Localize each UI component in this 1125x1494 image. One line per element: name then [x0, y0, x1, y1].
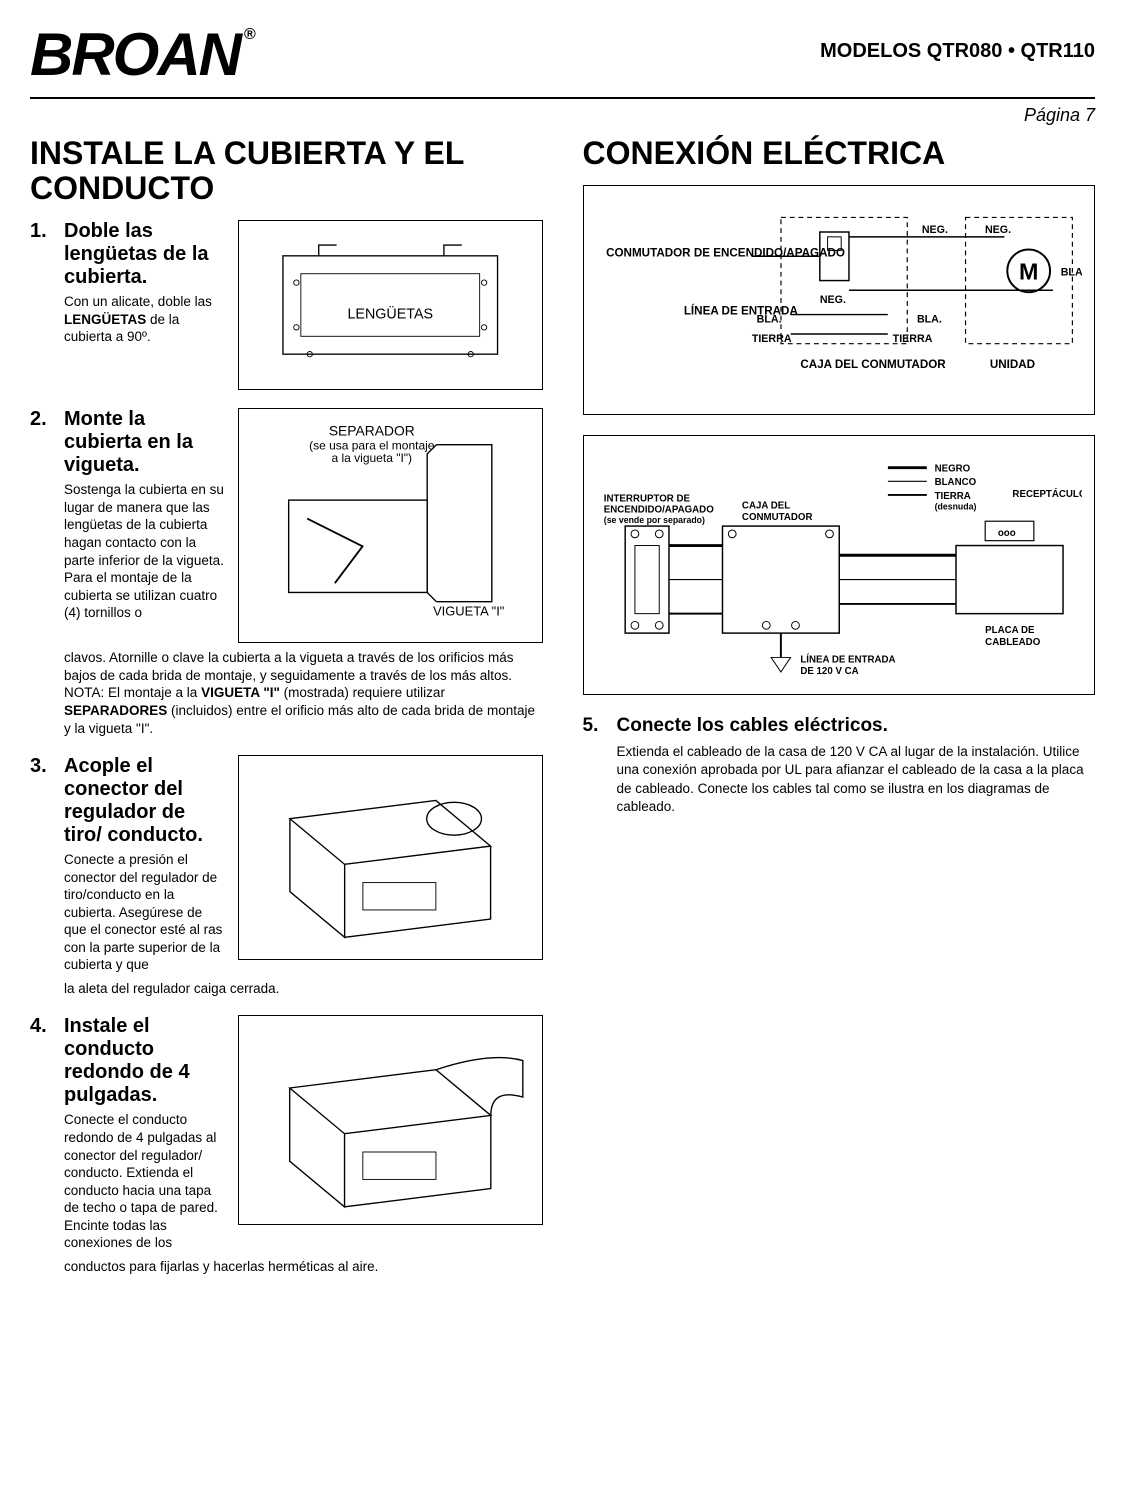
step-4: 4. Instale el conducto redondo de 4 pulg…: [30, 1015, 543, 1275]
wiring-svg-1: M CONMUTADOR DE ENCENDIDO/APAGADO NEG. N…: [596, 198, 1083, 402]
svg-text:CONMUTADOR: CONMUTADOR: [741, 512, 812, 523]
wiring-diagram-1: M CONMUTADOR DE ENCENDIDO/APAGADO NEG. N…: [583, 185, 1096, 415]
step-title: Conecte los cables eléctricos.: [617, 715, 1096, 737]
svg-text:LÍNEA DE ENTRADA: LÍNEA DE ENTRADA: [683, 305, 798, 318]
models-label: MODELOS QTR080 • QTR110: [820, 40, 1095, 63]
tabs-label: LENGÜETAS: [347, 305, 433, 323]
right-section-title: CONEXIÓN ELÉCTRICA: [583, 136, 1096, 171]
step-number: 5.: [583, 715, 605, 816]
step-text: Sostenga la cubierta en su lugar de mane…: [64, 481, 224, 621]
svg-text:TIERRA: TIERRA: [751, 333, 791, 345]
svg-text:CAJA DEL CONMUTADOR: CAJA DEL CONMUTADOR: [800, 358, 946, 371]
svg-text:NEG.: NEG.: [819, 294, 845, 306]
svg-text:DE 120 V CA: DE 120 V CA: [800, 666, 858, 677]
trademark-symbol: ®: [244, 26, 254, 44]
step-number: 1.: [30, 220, 52, 390]
step-title: Doble las lengüetas de la cubierta.: [64, 220, 224, 289]
step-number: 4.: [30, 1015, 52, 1275]
svg-text:NEG.: NEG.: [921, 224, 947, 236]
housing-tabs-diagram: LENGÜETAS: [247, 229, 534, 381]
svg-text:LÍNEA DE ENTRADA: LÍNEA DE ENTRADA: [800, 654, 895, 665]
joist-mount-diagram: SEPARADOR (se usa para el montaje a la v…: [247, 417, 534, 634]
figure-step1: LENGÜETAS: [238, 220, 543, 390]
svg-text:VIGUETA "I": VIGUETA "I": [433, 604, 505, 619]
step-number: 2.: [30, 408, 52, 737]
two-column-layout: INSTALE LA CUBIERTA Y EL CONDUCTO 1. Dob…: [30, 136, 1095, 1293]
wiring-svg-2: ooo NEGRO BLANCO TIERRA (desnuda): [596, 448, 1083, 682]
step-body: Acople el conector del regulador de tiro…: [64, 755, 543, 997]
brand-text: BROAN: [30, 20, 240, 89]
svg-text:SEPARADOR: SEPARADOR: [329, 423, 415, 439]
svg-text:UNIDAD: UNIDAD: [989, 358, 1034, 371]
svg-text:(desnuda): (desnuda): [934, 502, 976, 512]
damper-connector-diagram: [247, 764, 534, 951]
page-number: Página 7: [30, 105, 1095, 126]
svg-text:NEG.: NEG.: [984, 224, 1010, 236]
svg-text:a la vigueta "I"): a la vigueta "I"): [332, 452, 413, 466]
step-body: Conecte los cables eléctricos. Extienda …: [617, 715, 1096, 816]
step-body: Doble las lengüetas de la cubierta. Con …: [64, 220, 543, 390]
svg-text:ooo: ooo: [997, 528, 1015, 539]
step-text: Extienda el cableado de la casa de 120 V…: [617, 743, 1096, 816]
step-body: Monte la cubierta en la vigueta. Sosteng…: [64, 408, 543, 737]
step-3: 3. Acople el conector del regulador de t…: [30, 755, 543, 997]
page-header: BROAN ® MODELOS QTR080 • QTR110: [30, 20, 1095, 99]
step-2: 2. Monte la cubierta en la vigueta. Sost…: [30, 408, 543, 737]
step3-continuation: la aleta del regulador caiga cerrada.: [64, 980, 543, 998]
step-title: Acople el conector del regulador de tiro…: [64, 755, 224, 847]
svg-text:M: M: [1018, 259, 1037, 285]
step-text: Con un alicate, doble las LENGÜETAS de l…: [64, 293, 224, 346]
step-body: Instale el conducto redondo de 4 pulgada…: [64, 1015, 543, 1275]
brand-logo: BROAN ®: [30, 20, 254, 89]
step2-continuation: clavos. Atornille o clave la cubierta a …: [64, 649, 543, 737]
svg-text:TIERRA: TIERRA: [934, 491, 970, 502]
step-1: 1. Doble las lengüetas de la cubierta. C…: [30, 220, 543, 390]
svg-text:CABLEADO: CABLEADO: [985, 637, 1041, 648]
step4-continuation: conductos para fijarlas y hacerlas hermé…: [64, 1258, 543, 1276]
step-5: 5. Conecte los cables eléctricos. Extien…: [583, 715, 1096, 816]
svg-text:BLA.: BLA.: [1060, 267, 1082, 279]
left-column: INSTALE LA CUBIERTA Y EL CONDUCTO 1. Dob…: [30, 136, 543, 1293]
left-section-title: INSTALE LA CUBIERTA Y EL CONDUCTO: [30, 136, 543, 206]
step-number: 3.: [30, 755, 52, 997]
svg-text:BLANCO: BLANCO: [934, 477, 976, 488]
wiring-diagram-2: ooo NEGRO BLANCO TIERRA (desnuda): [583, 435, 1096, 695]
step-title: Monte la cubierta en la vigueta.: [64, 408, 224, 477]
figure-step2: SEPARADOR (se usa para el montaje a la v…: [238, 408, 543, 643]
right-column: CONEXIÓN ELÉCTRICA M C: [583, 136, 1096, 1293]
svg-text:(se usa para el montaje: (se usa para el montaje: [309, 439, 435, 453]
svg-text:RECEPTÁCULO: RECEPTÁCULO: [1012, 489, 1082, 500]
svg-text:NEGRO: NEGRO: [934, 464, 970, 475]
svg-text:BLA.: BLA.: [916, 314, 941, 326]
figure-step3: [238, 755, 543, 960]
svg-text:(se vende por separado): (se vende por separado): [603, 515, 704, 525]
step-text: Conecte a presión el conector del regula…: [64, 851, 224, 974]
svg-text:INTERRUPTOR DE: INTERRUPTOR DE: [603, 494, 690, 505]
svg-text:TIERRA: TIERRA: [892, 333, 932, 345]
svg-text:PLACA DE: PLACA DE: [985, 625, 1035, 636]
step-text: Conecte el conducto redondo de 4 pulgada…: [64, 1111, 224, 1251]
svg-text:CONMUTADOR DE ENCENDIDO/APAGAD: CONMUTADOR DE ENCENDIDO/APAGADO: [606, 246, 845, 259]
svg-text:CAJA DEL: CAJA DEL: [741, 501, 789, 512]
figure-step4: [238, 1015, 543, 1225]
step-title: Instale el conducto redondo de 4 pulgada…: [64, 1015, 224, 1107]
duct-install-diagram: [247, 1024, 534, 1216]
svg-text:ENCENDIDO/APAGADO: ENCENDIDO/APAGADO: [603, 505, 713, 516]
